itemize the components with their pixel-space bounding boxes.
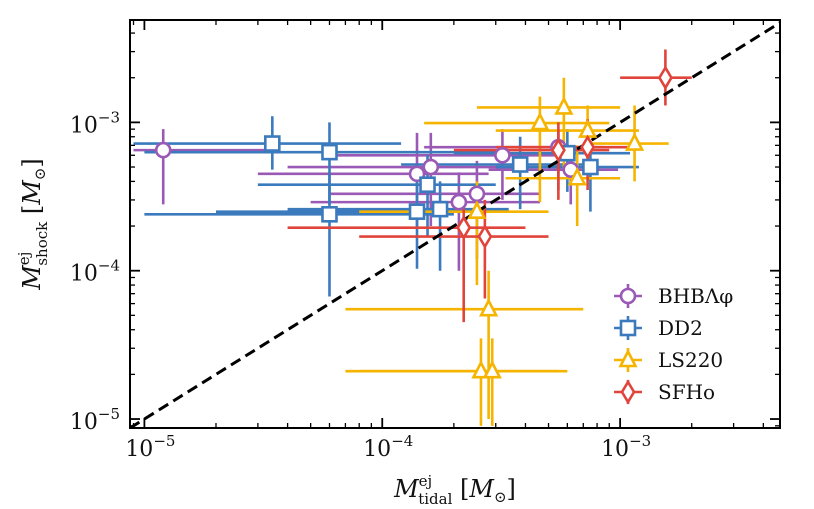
plot-frame — [129, 19, 781, 429]
data-point — [582, 158, 599, 176]
legend-entry: SFHo — [614, 379, 715, 405]
x-tick-label: 10−4 — [363, 432, 413, 462]
data-point — [494, 146, 511, 164]
data-point — [550, 137, 566, 163]
data-point — [554, 96, 574, 115]
data-point — [477, 223, 493, 250]
data-point — [624, 132, 645, 151]
legend-entry: DD2 — [614, 316, 703, 340]
data-point — [321, 143, 338, 161]
x-tick-label: 10−5 — [125, 432, 175, 462]
data-point — [467, 200, 487, 219]
y-tick-label: 10−5 — [70, 405, 120, 435]
data-point — [419, 176, 436, 194]
tick-layer: 10−5 10−4 10−3 10−5 10−4 10−3 — [70, 20, 780, 462]
legend-label: SFHo — [658, 380, 715, 404]
x-tick-label: 10−3 — [601, 432, 651, 462]
data-point — [482, 359, 502, 379]
data-layer — [130, 21, 780, 428]
legend-label: LS220 — [658, 348, 723, 372]
series-ls220 — [345, 77, 669, 426]
data-point — [657, 65, 673, 91]
data-point — [450, 193, 468, 211]
data-point — [154, 141, 172, 159]
legend-entry: LS220 — [614, 348, 723, 372]
data-point — [471, 359, 491, 379]
markers-dd2 — [264, 135, 599, 223]
y-tick-label: 10−3 — [70, 108, 120, 138]
reference-line-y-equals-x — [130, 21, 780, 428]
data-point — [408, 203, 426, 220]
markers-sfho — [456, 65, 673, 250]
data-point — [511, 156, 529, 173]
legend-label: BHBΛφ — [658, 284, 733, 308]
series-dd2 — [133, 116, 639, 297]
data-point — [567, 166, 587, 186]
data-point — [530, 111, 550, 131]
data-point — [580, 134, 596, 160]
data-point — [321, 206, 338, 223]
data-point — [264, 135, 281, 152]
legend-marker — [620, 379, 636, 405]
legend-label: DD2 — [658, 316, 703, 340]
y-tick-label: 10−4 — [70, 257, 120, 287]
legend-marker — [618, 348, 638, 368]
legend-marker — [619, 287, 637, 305]
legend-marker — [619, 319, 637, 337]
legend-entry: BHBΛφ — [614, 284, 733, 308]
data-point — [422, 158, 440, 176]
x-axis-label: Mej tidal [M⊙] — [393, 472, 516, 508]
data-point — [478, 297, 499, 317]
legend: BHBΛφ DD2 LS220 SFHo — [614, 284, 733, 405]
data-point — [431, 200, 449, 218]
y-axis-label: Mejshock [M⊙] — [15, 158, 51, 291]
data-point — [468, 185, 486, 203]
data-point — [456, 215, 472, 241]
